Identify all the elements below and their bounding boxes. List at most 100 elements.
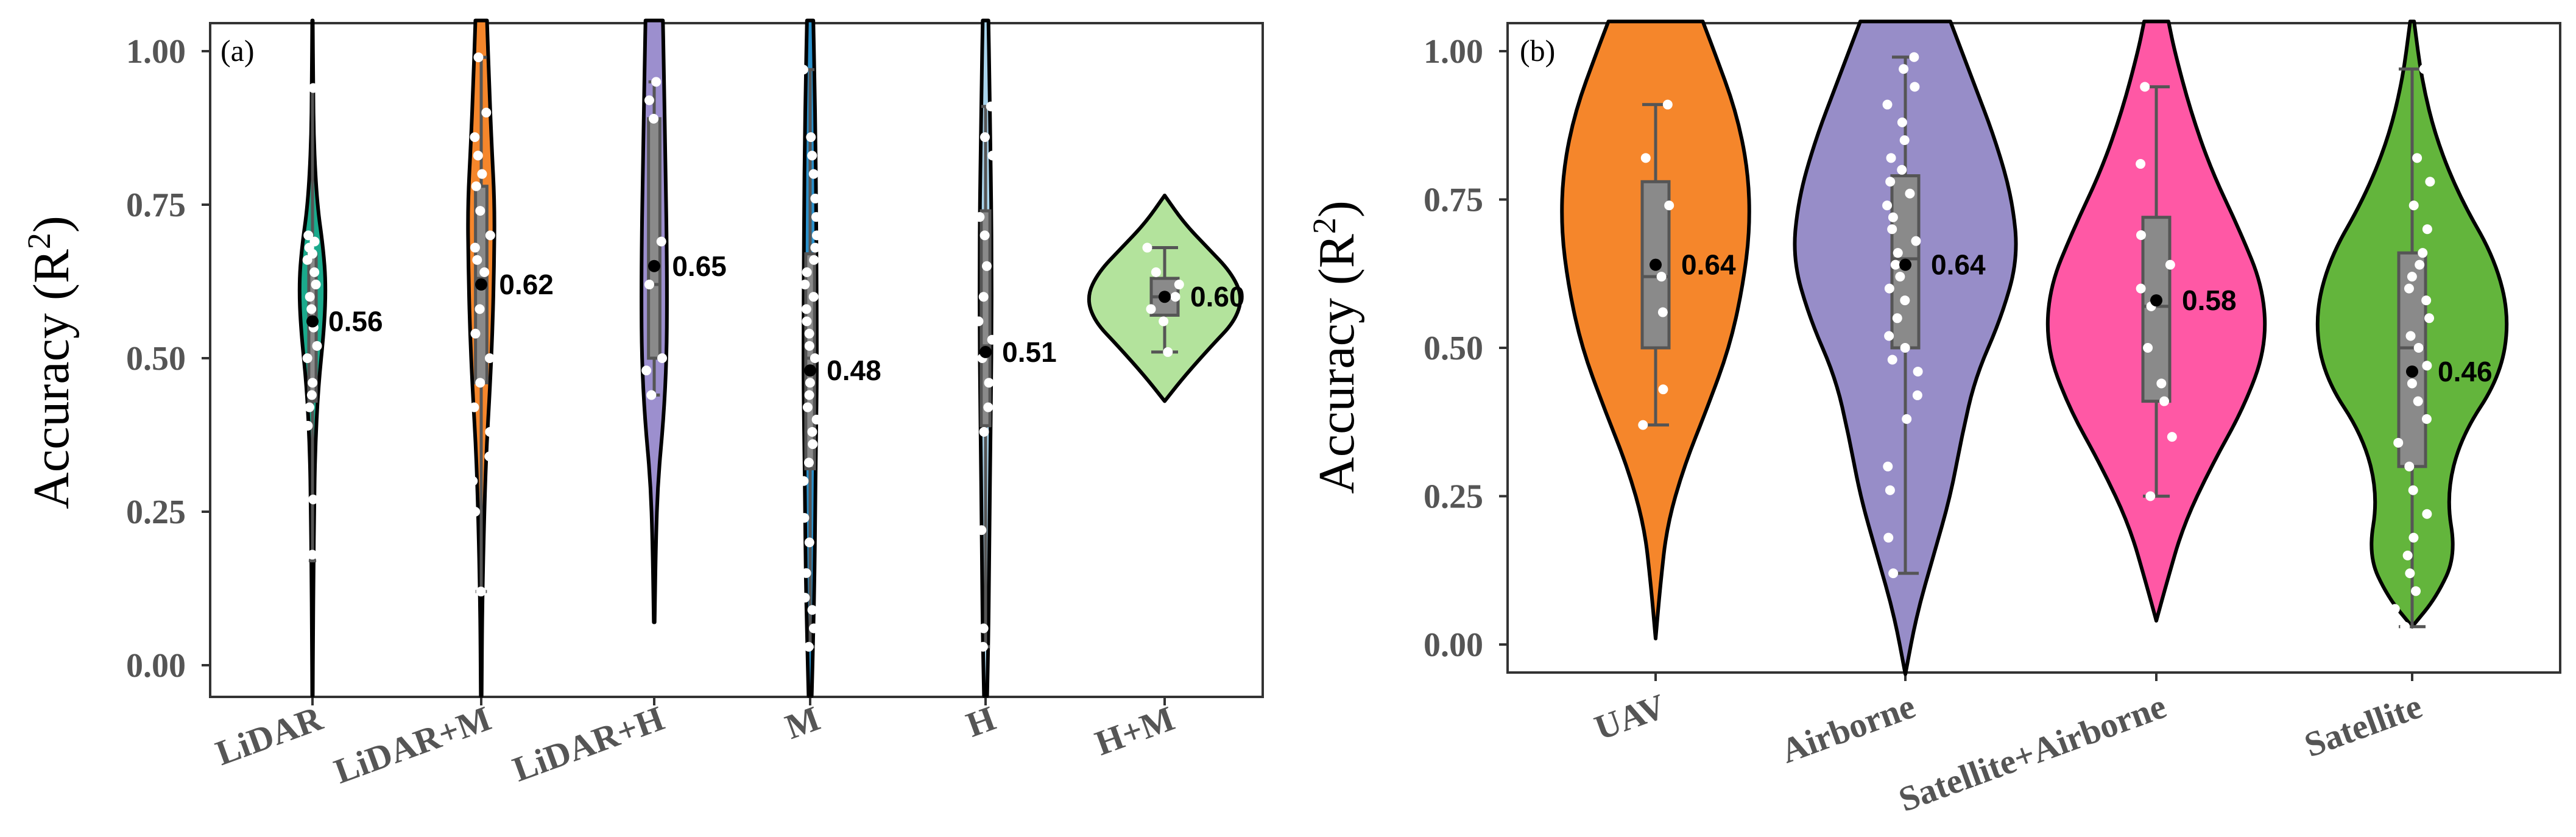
mean-marker: [648, 260, 660, 272]
data-point: [470, 328, 481, 339]
data-point: [2408, 485, 2418, 495]
data-point: [2408, 200, 2419, 211]
data-point: [2411, 586, 2421, 596]
data-point: [475, 378, 485, 388]
data-point: [810, 242, 820, 253]
data-point: [2390, 604, 2400, 614]
mean-label: 0.64: [1681, 249, 1736, 281]
data-point: [473, 150, 483, 161]
data-point: [804, 328, 814, 339]
data-point: [484, 451, 495, 462]
data-point: [811, 212, 821, 222]
data-point: [1897, 164, 1907, 175]
data-point: [2413, 343, 2424, 353]
data-point: [2143, 343, 2153, 353]
data-point: [477, 169, 487, 179]
violin-group: 0.60: [1087, 193, 1245, 403]
violin-group: 0.51: [973, 18, 1057, 698]
data-point: [2136, 283, 2146, 294]
data-point: [657, 353, 668, 363]
panel-b: (b) Accuracy (R2) 0.00 0.25 0.50 0.75 1.00 U…: [1306, 19, 2561, 819]
data-point: [1887, 224, 1897, 235]
data-point: [2404, 283, 2414, 294]
data-point: [307, 549, 317, 560]
data-point: [979, 230, 990, 241]
data-point: [2402, 550, 2413, 560]
x-tick-label: H+M: [1090, 698, 1179, 763]
data-point: [2407, 272, 2417, 282]
data-point: [803, 457, 814, 468]
x-tick-label: LiDAR+H: [507, 698, 669, 789]
data-point: [1142, 242, 1152, 253]
data-point: [305, 292, 315, 302]
panel-a-y-axis-title: Accuracy (R2): [21, 216, 80, 509]
data-point: [302, 353, 312, 363]
data-point: [1882, 200, 1893, 211]
data-point: [1884, 283, 1894, 294]
data-point: [810, 353, 820, 363]
data-point: [484, 353, 495, 363]
data-point: [303, 420, 313, 431]
data-point: [809, 255, 819, 265]
data-point: [807, 150, 817, 161]
violin-group: 0.56: [297, 18, 383, 698]
data-point: [806, 132, 816, 143]
mean-marker: [1899, 258, 1911, 271]
data-point: [485, 426, 495, 437]
y-tick-label: 0.25: [126, 493, 186, 531]
data-point: [811, 230, 822, 241]
mean-marker: [2150, 294, 2162, 307]
data-point: [799, 476, 809, 486]
data-point: [802, 402, 813, 412]
data-point: [976, 525, 987, 535]
data-point: [306, 390, 317, 400]
x-tick-label: UAV: [1589, 686, 1670, 748]
y-tick-label: 0.00: [126, 647, 186, 685]
data-point: [1638, 420, 1648, 430]
data-point: [808, 439, 818, 450]
data-point: [470, 507, 481, 517]
panel-a-y-ticks: 0.00 0.25 0.50 0.75 1.00: [126, 33, 210, 685]
data-point: [798, 65, 808, 75]
data-point: [2421, 295, 2432, 306]
violin-group: 0.64: [1793, 19, 2018, 676]
data-point: [800, 280, 810, 290]
data-point: [1902, 414, 1912, 424]
data-point: [1883, 461, 1893, 471]
data-point: [475, 206, 485, 216]
data-point: [2412, 153, 2422, 163]
y-tick-label: 1.00: [1424, 33, 1483, 71]
data-point: [808, 292, 819, 302]
box-iqr: [2397, 251, 2427, 468]
data-point: [1913, 366, 1923, 376]
y-tick-label: 0.25: [1424, 478, 1483, 516]
data-point: [2422, 361, 2432, 371]
data-point: [802, 267, 812, 277]
data-point: [1664, 200, 1674, 211]
data-point: [1882, 99, 1893, 110]
data-point: [1895, 272, 1905, 282]
data-point: [987, 150, 998, 161]
violin-group: 0.62: [466, 18, 554, 698]
data-point: [2425, 177, 2435, 187]
mean-label: 0.48: [827, 355, 881, 386]
x-tick-label: H: [961, 698, 1001, 745]
data-point: [1893, 248, 1903, 258]
data-point: [1911, 236, 1921, 246]
data-point: [1888, 568, 1899, 579]
data-point: [1890, 260, 1900, 270]
data-point: [978, 623, 989, 634]
data-point: [656, 236, 666, 247]
data-point: [803, 641, 814, 652]
data-point: [1657, 307, 1668, 317]
data-point: [1897, 117, 1907, 127]
mean-label: 0.65: [672, 250, 727, 282]
data-point: [481, 107, 492, 118]
y-tick-label: 0.75: [126, 186, 186, 224]
data-point: [311, 280, 321, 290]
mean-label: 0.58: [2182, 284, 2237, 316]
data-point: [801, 568, 811, 578]
data-point: [1174, 280, 1184, 290]
data-point: [1883, 532, 1894, 543]
data-point: [468, 476, 478, 486]
